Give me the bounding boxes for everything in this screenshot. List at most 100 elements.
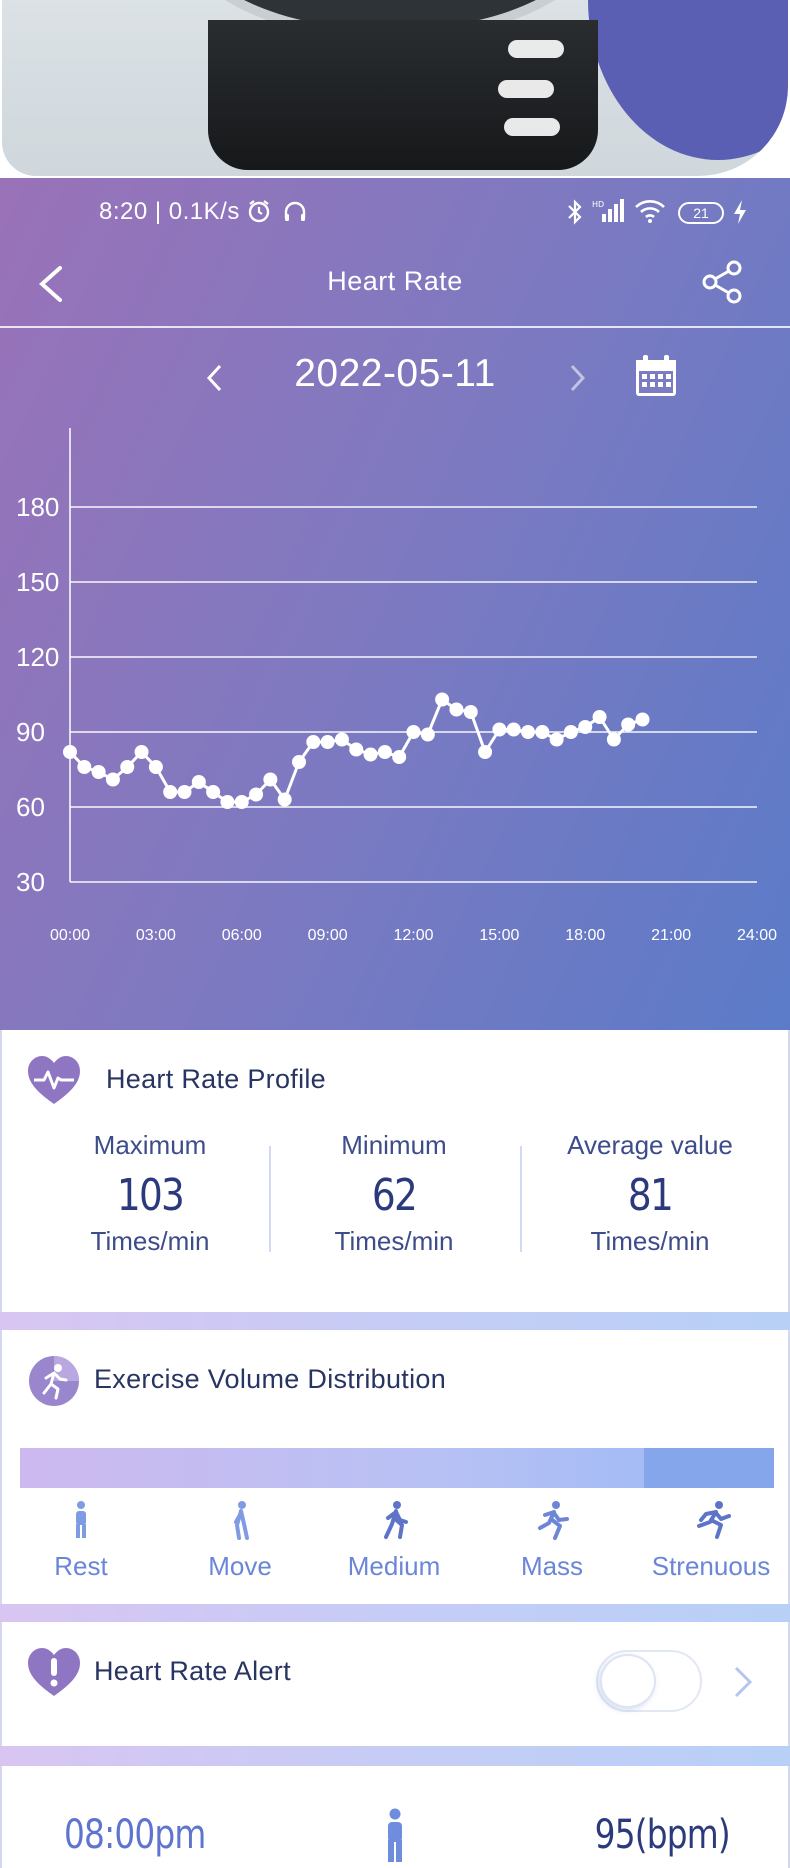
watch-strap-image [208,20,598,170]
data-point [363,747,378,762]
photo-purple-accent [588,0,788,160]
minimum-unit: Times/min [334,1226,454,1256]
back-button[interactable] [30,260,74,308]
share-icon [702,260,742,304]
data-point [206,785,221,799]
data-point [420,727,435,742]
share-button[interactable] [700,258,746,306]
strap-hole [508,40,564,58]
data-point [349,742,364,757]
date-navigator: 2022-05-11 [0,346,790,416]
minimum-value: 62 [371,1170,418,1221]
data-point [392,750,407,764]
standing-person-icon [76,1501,86,1538]
walking-person-icon [234,1501,249,1540]
stat-divider [269,1146,271,1252]
average-stat: Average value 81 Times/min [520,1130,780,1257]
x-tick-label: 09:00 [308,927,348,944]
data-point [406,725,421,739]
heart-rate-panel: 8:20 | 0.1K/s HD 21 Heart Rate [0,178,790,1030]
data-point [77,760,92,774]
level-strenuous: Strenuous [636,1500,786,1582]
headphones-icon [282,198,308,231]
data-point [105,772,120,787]
bluetooth-icon [566,198,584,233]
exercise-title: Exercise Volume Distribution [94,1364,447,1394]
stat-divider [520,1146,522,1252]
strap-hole [504,118,560,136]
maximum-stat: Maximum 103 Times/min [20,1130,280,1257]
data-point [578,720,593,734]
level-medium: Medium [319,1500,469,1582]
data-point [635,712,650,727]
data-point [320,735,335,749]
selected-date[interactable]: 2022-05-11 [294,352,496,395]
status-bar: 8:20 | 0.1K/s HD 21 [0,194,790,234]
data-point [234,795,249,809]
toggle-knob [600,1654,656,1708]
next-day-button[interactable] [562,358,592,398]
alert-settings-button[interactable] [728,1662,756,1702]
distribution-segment-strenuous [644,1448,774,1488]
heart-alert-icon [28,1648,80,1696]
data-point [148,760,163,774]
level-mass-label: Mass [520,1551,584,1581]
section-divider [0,1312,790,1330]
x-tick-label: 15:00 [479,927,519,944]
y-tick-label: 180 [16,492,59,522]
exercise-distribution-bar [20,1448,774,1488]
data-point [120,760,135,774]
average-unit: Times/min [590,1226,710,1256]
data-point [334,732,349,747]
chevron-left-icon [206,364,222,392]
previous-day-button[interactable] [200,358,230,398]
data-point [91,765,106,779]
calendar-button[interactable] [634,354,678,398]
level-mass: Mass [477,1500,627,1582]
profile-title: Heart Rate Profile [106,1064,326,1094]
section-divider [0,1746,790,1766]
status-time: 8:20 | 0.1K/s [99,198,240,225]
data-point [492,722,507,737]
data-point [463,705,478,719]
alert-record-row[interactable]: 08:00pm 95(bpm) [0,1788,790,1868]
x-tick-label: 12:00 [393,927,433,944]
average-value: 81 [627,1170,674,1221]
signal-icon: HD [592,198,626,231]
data-point [134,745,149,759]
strap-hole [498,80,554,98]
svg-text:HD: HD [592,200,604,209]
level-move-label: Move [208,1551,272,1581]
alarm-icon [246,198,272,231]
heart-rate-alert-toggle[interactable] [596,1650,702,1712]
data-point [478,745,493,759]
heart-rate-chart: 30609012015018022000:0003:0006:0009:0012… [16,428,777,944]
data-point [63,745,77,759]
charging-icon [732,198,748,233]
level-strenuous-label: Strenuous [651,1551,771,1581]
back-arrow-icon [38,266,62,302]
x-tick-label: 00:00 [50,927,90,944]
average-label: Average value [567,1130,733,1160]
x-tick-label: 06:00 [222,927,262,944]
maximum-unit: Times/min [90,1226,210,1256]
minimum-stat: Minimum 62 Times/min [264,1130,524,1257]
heart-rate-profile-card: Heart Rate Profile Maximum 103 Times/min… [0,1030,790,1312]
title-bar: Heart Rate [0,248,790,328]
data-point [535,725,550,739]
y-tick-label: 60 [16,792,45,822]
section-divider [0,1604,790,1622]
data-point [163,785,178,799]
heart-rate-alert-card: Heart Rate Alert [0,1622,790,1746]
level-move: Move [165,1500,315,1582]
chevron-right-icon [570,364,586,392]
level-rest-label: Rest [54,1551,108,1581]
x-tick-label: 18:00 [565,927,605,944]
spacer [0,1766,790,1788]
data-point [506,722,521,737]
x-tick-label: 24:00 [737,927,777,944]
maximum-label: Maximum [93,1130,207,1160]
data-point [191,775,206,789]
data-point [220,795,235,809]
brisk-walking-icon [384,1501,408,1539]
